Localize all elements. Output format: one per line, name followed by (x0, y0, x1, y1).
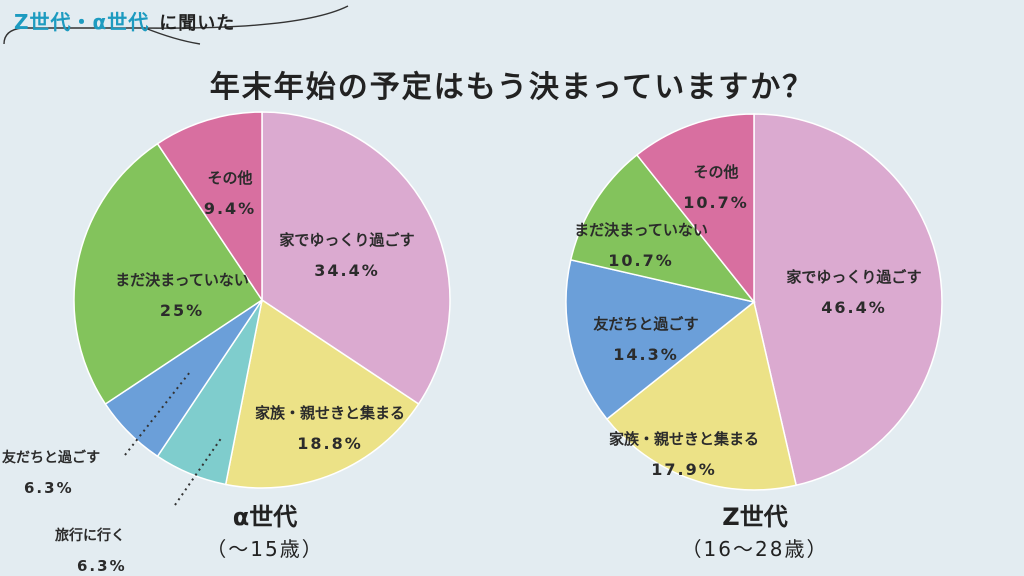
pie-0-leader-2 (174, 436, 223, 506)
pie-0-slice-5 (156, 111, 263, 303)
pie-0-slice-1 (224, 298, 420, 489)
pie-0-label-0: 家でゆっくり過ごす (279, 231, 414, 249)
pie-1-value-1: 17.9% (651, 460, 717, 479)
pie-0-label-2: 旅行に行く (55, 527, 125, 544)
pie-1-slice-4 (635, 113, 755, 305)
pie-1-slice-3 (569, 153, 756, 304)
pie-1-slice-2 (565, 258, 756, 421)
pie-0-value-5: 9.4% (204, 199, 256, 218)
z-caption-title: Z世代 (722, 503, 788, 531)
pie-0-label-1: 家族・親せきと集まる (255, 404, 405, 422)
chart-title: 年末年始の予定はもう決まっていますか？ (209, 70, 815, 105)
pie-0-value-3: 6.3% (24, 479, 74, 497)
pie-1-value-2: 14.3% (613, 345, 679, 364)
pie-1-value-4: 10.7% (683, 193, 749, 212)
pie-1-value-0: 46.4% (821, 298, 887, 317)
tag-suffix: に聞いた (159, 13, 236, 34)
pie-0-label-5: その他 (207, 169, 252, 187)
pie-0-value-0: 34.4% (314, 261, 380, 280)
pie-0-label-3: 友だちと過ごす (2, 449, 100, 466)
tag-generations: Z世代・α世代 (14, 10, 150, 34)
alpha-caption-age: （〜15歳） (206, 536, 324, 561)
survey-tag: Z世代・α世代 に聞いた (14, 6, 235, 35)
pie-0-value-2: 6.3% (77, 557, 127, 575)
pie-0-value-1: 18.8% (297, 434, 363, 453)
pie-1-value-3: 10.7% (608, 251, 674, 270)
pie-1-label-3: まだ決まっていない (574, 221, 708, 239)
pie-1-label-2: 友だちと過ごす (593, 315, 698, 333)
pie-1-label-1: 家族・親せきと集まる (609, 430, 759, 448)
speech-bubble-outline (3, 5, 349, 45)
pie-0-value-4: 25% (160, 301, 204, 320)
pie-0-label-4: まだ決まっていない (115, 271, 249, 289)
pie-1-slice-0 (753, 113, 943, 487)
pie-1-slice-1 (605, 300, 798, 491)
z-caption-age: （16〜28歳） (681, 536, 829, 561)
alpha-caption: α世代 （〜15歳） (190, 500, 340, 564)
z-caption: Z世代 （16〜28歳） (670, 500, 840, 564)
pie-1-label-4: その他 (693, 163, 738, 181)
pie-0-slice-4 (73, 142, 264, 406)
alpha-caption-title: α世代 (232, 503, 298, 531)
pie-1-label-0: 家でゆっくり過ごす (786, 268, 921, 286)
